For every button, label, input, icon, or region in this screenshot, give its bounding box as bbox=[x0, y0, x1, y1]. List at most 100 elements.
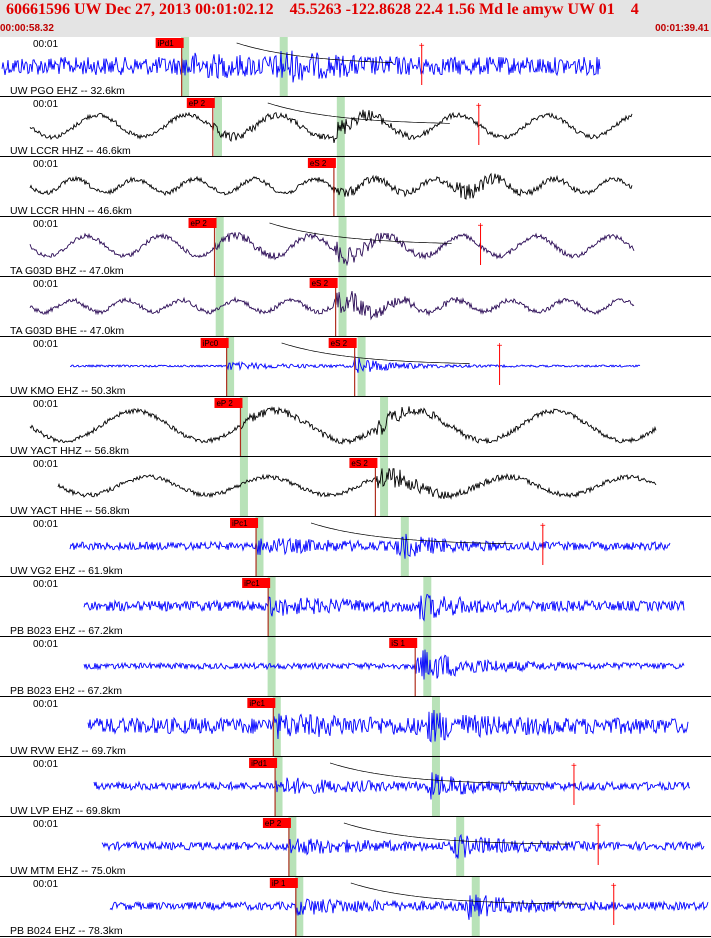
pick-window-shade bbox=[423, 577, 432, 637]
pick-window-shade bbox=[336, 157, 345, 217]
pick-label-box bbox=[155, 38, 184, 48]
pick-label: iPc1 bbox=[244, 579, 260, 588]
trace-row: iS 1 00:01 PB B023 EH2 -- 67.2km bbox=[0, 637, 711, 697]
tick-label: 00:01 bbox=[33, 39, 58, 50]
pick-label-box bbox=[247, 698, 276, 708]
pick-window-shade bbox=[431, 757, 440, 817]
trace-row: eP 2 00:01 UW YACT HHZ -- 56.8km bbox=[0, 397, 711, 457]
pick-label-box bbox=[186, 98, 215, 108]
pick-window-shade bbox=[456, 817, 465, 877]
trace-row: + eP 2 00:01 UW LCCR HHZ -- 46.6km bbox=[0, 97, 711, 157]
pick-window-shade bbox=[471, 877, 480, 937]
coda-decay-curve bbox=[329, 762, 545, 785]
pick-window-shade bbox=[336, 97, 345, 157]
trace-row: iPc1 00:01 PB B023 EHZ -- 67.2km bbox=[0, 577, 711, 637]
coda-decay-curve bbox=[350, 882, 585, 905]
waveform-trace bbox=[29, 232, 635, 267]
waveform-trace bbox=[29, 291, 635, 321]
pick-window-shade bbox=[338, 217, 347, 277]
pick-window-shade bbox=[239, 397, 248, 457]
coda-decay-curve bbox=[269, 222, 452, 244]
coda-decay-curve bbox=[236, 42, 393, 63]
tick-label: 00:01 bbox=[33, 759, 58, 770]
pick-window-shade bbox=[295, 877, 304, 937]
seismogram-plot: + iPd1 00:01 UW PGO EHZ -- 32.6km + eP 2 00:01… bbox=[0, 37, 711, 937]
station-label: UW MTM EHZ -- 75.0km bbox=[10, 865, 126, 877]
pick-window-shade bbox=[267, 577, 276, 637]
waveform-trace bbox=[29, 406, 657, 445]
pick-window-shade bbox=[226, 337, 235, 397]
coda-end-plus: + bbox=[476, 101, 482, 112]
waveform-trace bbox=[101, 833, 705, 859]
trace-row: eS 2 00:01 UW YACT HHE -- 56.8km bbox=[0, 457, 711, 517]
tick-label: 00:01 bbox=[33, 819, 58, 830]
station-label: TA G03D BHE -- 47.0km bbox=[10, 325, 124, 337]
trace-row: + eP 2 00:01 TA G03D BHZ -- 47.0km bbox=[0, 217, 711, 277]
pick-label-box bbox=[249, 758, 278, 768]
pick-label-box bbox=[214, 398, 243, 408]
waveform-trace bbox=[83, 649, 685, 680]
pick-label-box bbox=[188, 218, 217, 228]
tick-label: 00:01 bbox=[33, 879, 58, 890]
coda-end-plus: + bbox=[571, 761, 577, 772]
trace-row: + iPd1 00:01 UW PGO EHZ -- 32.6km bbox=[0, 37, 711, 97]
tick-label: 00:01 bbox=[33, 159, 58, 170]
trace-row: + iP 1 00:01 PB B024 EHZ -- 78.3km bbox=[0, 877, 711, 937]
station-label: UW YACT HHE -- 56.8km bbox=[10, 505, 130, 517]
start-time-label: 00:00:58.32 bbox=[0, 23, 54, 34]
pick-label: eS 2 bbox=[310, 159, 327, 168]
waveform-trace bbox=[29, 172, 633, 200]
coda-decay-curve bbox=[281, 342, 470, 364]
station-label: PB B024 EHZ -- 78.3km bbox=[10, 925, 123, 937]
waveform-trace bbox=[57, 468, 657, 500]
coda-end-plus: + bbox=[540, 521, 546, 532]
end-time-label: 00:01:39.41 bbox=[655, 23, 709, 34]
tick-label: 00:01 bbox=[33, 579, 58, 590]
pick-label: iPc0 bbox=[203, 339, 219, 348]
waveform-trace bbox=[87, 709, 689, 743]
pick-label-box bbox=[309, 278, 338, 288]
station-label: PB B023 EH2 -- 67.2km bbox=[10, 685, 122, 697]
tick-label: 00:01 bbox=[33, 639, 58, 650]
trace-row: + eP 2 00:01 UW MTM EHZ -- 75.0km bbox=[0, 817, 711, 877]
tick-label: 00:01 bbox=[33, 519, 58, 530]
station-label: UW VG2 EHZ -- 61.9km bbox=[10, 565, 123, 577]
waveform-trace bbox=[69, 533, 671, 559]
station-label: UW RVW EHZ -- 69.7km bbox=[10, 745, 126, 757]
waveform-trace bbox=[29, 109, 633, 143]
pick-label: eS 2 bbox=[351, 459, 368, 468]
station-label: UW YACT HHZ -- 56.8km bbox=[10, 445, 129, 457]
pick-window-shade bbox=[380, 457, 389, 517]
station-label: UW PGO EHZ -- 32.6km bbox=[10, 85, 125, 97]
pick-label-box bbox=[328, 338, 357, 348]
waveform-trace bbox=[1, 50, 601, 83]
station-label: UW LCCR HHZ -- 46.6km bbox=[10, 145, 131, 157]
coda-end-plus: + bbox=[595, 821, 601, 832]
pick-window-shade bbox=[400, 517, 409, 577]
coda-end-plus: + bbox=[478, 221, 484, 232]
coda-end-plus: + bbox=[611, 881, 617, 892]
station-label: UW KMO EHZ -- 50.3km bbox=[10, 385, 126, 397]
pick-window-shade bbox=[239, 457, 248, 517]
pick-label-box bbox=[307, 158, 336, 168]
pick-label: iPc1 bbox=[232, 519, 248, 528]
trace-row: + iPd1 00:01 UW LVP EHZ -- 69.8km bbox=[0, 757, 711, 817]
tick-label: 00:01 bbox=[33, 99, 58, 110]
pick-label: iPd1 bbox=[251, 759, 268, 768]
station-label: PB B023 EHZ -- 67.2km bbox=[10, 625, 123, 637]
trace-row: eS 2 00:01 UW LCCR HHN -- 46.6km bbox=[0, 157, 711, 217]
pick-label: eP 2 bbox=[265, 819, 282, 828]
pick-window-shade bbox=[274, 757, 283, 817]
tick-label: 00:01 bbox=[33, 219, 58, 230]
station-label: UW LVP EHZ -- 69.8km bbox=[10, 805, 121, 817]
event-title: 60661596 UW Dec 27, 2013 00:01:02.12 45.… bbox=[6, 1, 639, 18]
coda-decay-curve bbox=[310, 522, 514, 545]
trace-row: iPc1 00:01 UW RVW EHZ -- 69.7km bbox=[0, 697, 711, 757]
waveform-trace bbox=[83, 593, 685, 622]
pick-label: eP 2 bbox=[189, 99, 206, 108]
coda-end-plus: + bbox=[497, 341, 503, 352]
pick-label: iP 1 bbox=[272, 879, 286, 888]
pick-label-box bbox=[389, 638, 418, 648]
pick-label: iPd1 bbox=[158, 39, 175, 48]
pick-label: iS 1 bbox=[391, 639, 405, 648]
